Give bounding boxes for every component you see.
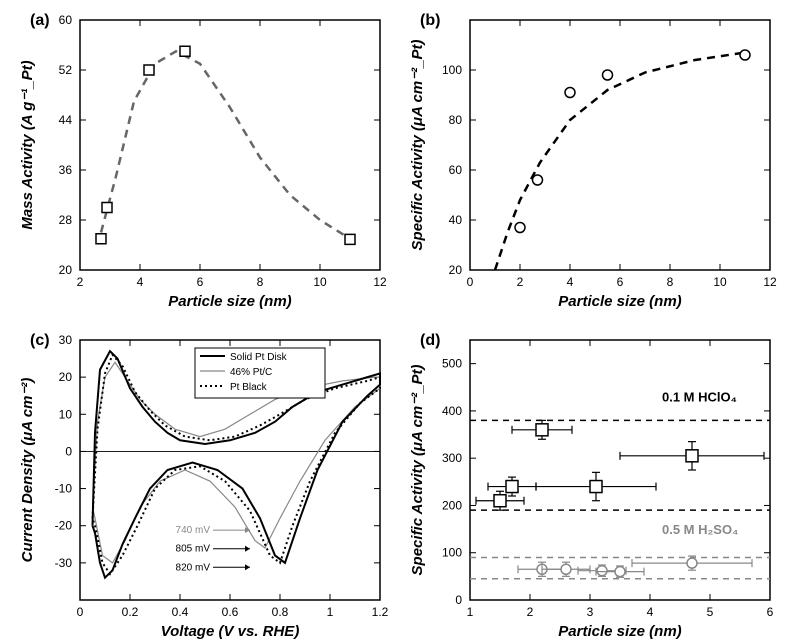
svg-text:Specific Activity (μA cm⁻²_Pt): Specific Activity (μA cm⁻²_Pt) bbox=[409, 40, 426, 251]
svg-text:2: 2 bbox=[77, 275, 84, 289]
svg-text:(b): (b) bbox=[420, 12, 440, 29]
panel-b: (b) 0 2 4 6 8 10 12 20 40 60 80 100 Particle size (nm… bbox=[409, 12, 777, 310]
svg-text:-30: -30 bbox=[55, 556, 73, 570]
svg-text:100: 100 bbox=[442, 546, 462, 560]
svg-text:6: 6 bbox=[197, 275, 204, 289]
svg-text:8: 8 bbox=[667, 275, 674, 289]
svg-text:300: 300 bbox=[442, 451, 462, 465]
svg-text:0.4: 0.4 bbox=[172, 605, 189, 619]
panel-c: (c) 0 0.2 0.4 0.6 0.8 1 1.2 -30 -20 -10 0 10 20 30 Volt… bbox=[19, 332, 389, 640]
svg-text:0.1 M HClO₄: 0.1 M HClO₄ bbox=[662, 389, 737, 404]
svg-text:4: 4 bbox=[137, 275, 144, 289]
svg-text:Voltage (V vs. RHE): Voltage (V vs. RHE) bbox=[161, 623, 300, 640]
svg-text:4: 4 bbox=[647, 605, 654, 619]
svg-text:10: 10 bbox=[59, 407, 73, 421]
svg-text:740 mV: 740 mV bbox=[176, 525, 211, 536]
svg-text:8: 8 bbox=[257, 275, 264, 289]
svg-text:0: 0 bbox=[467, 275, 474, 289]
svg-text:(d): (d) bbox=[420, 332, 440, 349]
svg-text:Current Density (μA cm⁻²): Current Density (μA cm⁻²) bbox=[19, 378, 36, 563]
legend: Solid Pt Disk 46% Pt/C Pt Black bbox=[195, 348, 325, 398]
svg-text:(a): (a) bbox=[30, 12, 50, 29]
svg-text:Particle size (nm): Particle size (nm) bbox=[558, 293, 681, 310]
svg-text:0: 0 bbox=[65, 444, 72, 458]
svg-text:100: 100 bbox=[442, 63, 462, 77]
svg-text:6: 6 bbox=[617, 275, 624, 289]
svg-text:6: 6 bbox=[767, 605, 774, 619]
svg-text:40: 40 bbox=[449, 213, 463, 227]
svg-text:805 mV: 805 mV bbox=[176, 544, 211, 555]
svg-text:0.8: 0.8 bbox=[272, 605, 289, 619]
svg-text:12: 12 bbox=[373, 275, 387, 289]
svg-text:1: 1 bbox=[467, 605, 474, 619]
svg-text:Solid Pt Disk: Solid Pt Disk bbox=[230, 352, 288, 363]
svg-text:30: 30 bbox=[59, 333, 73, 347]
svg-text:1: 1 bbox=[327, 605, 334, 619]
panel-d: (d) 1 2 3 4 5 6 0 100 200 300 400 500 Particle size (… bbox=[409, 332, 774, 640]
svg-text:Mass Activity (A g⁻¹_Pt): Mass Activity (A g⁻¹_Pt) bbox=[19, 60, 36, 229]
svg-text:10: 10 bbox=[713, 275, 727, 289]
svg-text:10: 10 bbox=[313, 275, 327, 289]
svg-text:2: 2 bbox=[527, 605, 534, 619]
svg-text:28: 28 bbox=[59, 213, 73, 227]
svg-text:-20: -20 bbox=[55, 519, 73, 533]
svg-text:0.5 M H₂SO₄: 0.5 M H₂SO₄ bbox=[662, 522, 738, 537]
svg-text:Particle size (nm): Particle size (nm) bbox=[558, 623, 681, 640]
svg-text:5: 5 bbox=[707, 605, 714, 619]
svg-text:0: 0 bbox=[77, 605, 84, 619]
svg-text:3: 3 bbox=[587, 605, 594, 619]
svg-text:60: 60 bbox=[59, 13, 73, 27]
figure-svg: (a)24681012202836445260Particle size (nm… bbox=[0, 0, 803, 644]
svg-text:0.6: 0.6 bbox=[222, 605, 239, 619]
svg-text:20: 20 bbox=[59, 263, 73, 277]
svg-text:2: 2 bbox=[517, 275, 524, 289]
svg-text:20: 20 bbox=[449, 263, 463, 277]
svg-text:Particle size (nm): Particle size (nm) bbox=[168, 293, 291, 310]
svg-text:200: 200 bbox=[442, 498, 462, 512]
svg-text:20: 20 bbox=[59, 370, 73, 384]
svg-text:0: 0 bbox=[455, 593, 462, 607]
svg-text:(c): (c) bbox=[30, 332, 50, 349]
svg-text:46% Pt/C: 46% Pt/C bbox=[230, 367, 272, 378]
svg-text:60: 60 bbox=[449, 163, 463, 177]
svg-text:820 mV: 820 mV bbox=[176, 562, 211, 573]
panel-a: (a) 2 4 6 8 10 12 20 28 36 44 52 60 Particle size (nm… bbox=[19, 12, 387, 310]
svg-text:52: 52 bbox=[59, 63, 73, 77]
svg-text:4: 4 bbox=[567, 275, 574, 289]
svg-text:1.2: 1.2 bbox=[372, 605, 389, 619]
svg-text:400: 400 bbox=[442, 404, 462, 418]
svg-text:12: 12 bbox=[763, 275, 777, 289]
svg-text:36: 36 bbox=[59, 163, 73, 177]
svg-text:80: 80 bbox=[449, 113, 463, 127]
svg-text:-10: -10 bbox=[55, 482, 73, 496]
svg-text:500: 500 bbox=[442, 357, 462, 371]
svg-text:Specific Activity (μA cm⁻²_Pt): Specific Activity (μA cm⁻²_Pt) bbox=[409, 365, 426, 576]
svg-text:Pt Black: Pt Black bbox=[230, 382, 268, 393]
figure-container: (a)24681012202836445260Particle size (nm… bbox=[0, 0, 803, 644]
svg-text:44: 44 bbox=[59, 113, 73, 127]
svg-text:0.2: 0.2 bbox=[122, 605, 139, 619]
